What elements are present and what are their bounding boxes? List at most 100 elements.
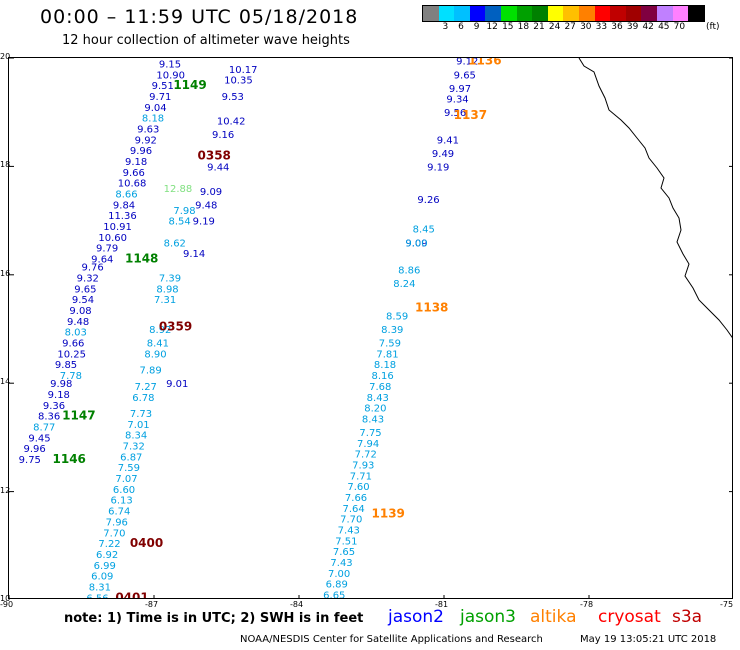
wave-height-value: 9.96 xyxy=(24,444,46,455)
pass-time-label: 0400 xyxy=(130,536,163,550)
colorbar-swatch xyxy=(594,6,611,21)
wave-height-value: 7.01 xyxy=(127,420,149,431)
legend-entry-jason3: jason3 xyxy=(460,607,516,627)
pass-time-label: 1137 xyxy=(454,108,487,122)
pass-time-label: 0359 xyxy=(159,319,192,333)
wave-height-value: 7.68 xyxy=(369,382,391,393)
wave-height-value: 9.75 xyxy=(19,455,41,466)
wave-height-value: 7.31 xyxy=(154,295,176,306)
lon-tick-label: -87 xyxy=(145,600,159,609)
wave-height-value: 9.01 xyxy=(166,379,188,390)
colorbar-label: 42 xyxy=(642,22,654,32)
wave-height-value: 7.32 xyxy=(123,442,145,453)
wave-height-value: 8.54 xyxy=(169,217,191,228)
pass-time-label: 1148 xyxy=(125,252,158,266)
legend-entry-jason2: jason2 xyxy=(388,607,444,627)
wave-height-value: 8.77 xyxy=(33,423,55,434)
wave-height-value: 7.39 xyxy=(159,274,181,285)
footer-note: note: 1) Time is in UTC; 2) SWH is in fe… xyxy=(64,611,364,626)
wave-height-value: 9.00 xyxy=(405,238,427,249)
pass-time-label: 1136 xyxy=(468,58,501,68)
wave-height-value: 6.89 xyxy=(326,580,348,591)
wave-height-value: 9.48 xyxy=(67,317,89,328)
wave-height-value: 8.18 xyxy=(142,114,164,125)
wave-height-value: 7.78 xyxy=(60,371,82,382)
colorbar-swatch xyxy=(547,6,564,21)
colorbar-label: 15 xyxy=(502,22,514,32)
wave-height-value: 7.70 xyxy=(340,515,362,526)
colorbar-label: 36 xyxy=(611,22,623,32)
wave-height-value: 7.00 xyxy=(328,569,350,580)
wave-height-value: 7.94 xyxy=(357,439,379,450)
colorbar-swatch xyxy=(625,6,642,21)
pass-time-label: 1146 xyxy=(53,452,86,466)
colorbar xyxy=(422,5,705,22)
wave-height-value: 8.31 xyxy=(89,582,111,593)
wave-height-value: 7.98 xyxy=(173,206,195,217)
wave-height-value: 8.39 xyxy=(381,325,403,336)
wave-height-value: 8.45 xyxy=(413,225,435,236)
wave-height-value: 8.16 xyxy=(372,371,394,382)
colorbar-swatch xyxy=(610,6,626,21)
colorbar-labels: 3 6 9 12 15 18 21 24 27 30 33 36 39 42 45 70 xyxy=(422,22,722,34)
wave-height-value: 9.12 xyxy=(456,58,478,68)
pass-time-label: 1147 xyxy=(62,409,95,423)
wave-height-value: 9.97 xyxy=(449,84,471,95)
wave-height-value: 8.24 xyxy=(393,279,415,290)
wave-height-value: 7.07 xyxy=(115,474,137,485)
wave-height-value: 10.17 xyxy=(229,65,258,76)
wave-height-value: 6.13 xyxy=(111,496,133,507)
wave-height-value: 10.25 xyxy=(57,349,86,360)
lat-tick-label: 12 xyxy=(0,485,11,495)
colorbar-label: 39 xyxy=(626,22,639,32)
colorbar-label: 18 xyxy=(517,22,530,32)
wave-height-value: 7.59 xyxy=(118,463,140,474)
colorbar-swatch xyxy=(454,6,470,21)
wave-height-value: 9.71 xyxy=(149,92,171,103)
colorbar-label: 45 xyxy=(658,22,670,32)
wave-height-value: 11.36 xyxy=(108,211,137,222)
colorbar-label: 33 xyxy=(595,22,608,32)
wave-height-value: 7.89 xyxy=(140,366,162,377)
wave-height-value: 8.92 xyxy=(149,325,171,336)
lat-tick-label: 20 xyxy=(0,52,11,61)
colorbar-label: 3 xyxy=(442,22,449,32)
wave-height-value: 9.14 xyxy=(183,249,205,260)
colorbar-label: 12 xyxy=(486,22,498,32)
colorbar-label: 9 xyxy=(473,22,480,32)
wave-height-value: 9.18 xyxy=(125,157,147,168)
colorbar-swatch xyxy=(641,6,657,21)
wave-height-value: 8.03 xyxy=(65,328,87,339)
wave-height-value: 9.18 xyxy=(48,390,70,401)
legend-entry-s3a: s3a xyxy=(672,607,703,627)
wave-height-value: 9.53 xyxy=(222,92,244,103)
wave-height-value: 9.92 xyxy=(135,135,157,146)
wave-height-value: 9.44 xyxy=(207,162,229,173)
wave-height-value: 8.34 xyxy=(125,431,147,442)
map-panel[interactable]: 9.75 9.96 9.45 8.36 9.36 9.18 9.98 9.85 10.25 9.6… xyxy=(8,57,733,599)
wave-height-value: 8.18 xyxy=(374,360,396,371)
colorbar-swatch xyxy=(516,6,533,21)
colorbar-label: 21 xyxy=(533,22,545,32)
lon-tick-label: -84 xyxy=(290,600,304,609)
wave-height-value: 7.93 xyxy=(352,461,374,472)
legend-entry-altika: altika xyxy=(530,607,577,627)
colorbar-swatch xyxy=(656,6,673,21)
wave-height-value: 9.96 xyxy=(130,146,152,157)
wave-height-value: 9.63 xyxy=(137,124,159,135)
wave-height-value: 9.09 xyxy=(405,238,427,249)
pass-time-label: 1138 xyxy=(415,300,448,314)
wave-height-value: 7.81 xyxy=(376,349,398,360)
wave-height-value: 9.65 xyxy=(454,70,476,81)
map-canvas[interactable]: 9.759.969.458.369.369.189.989.8510.259.6… xyxy=(9,58,733,599)
wave-height-value: 9.32 xyxy=(77,274,99,285)
wave-height-value: 6.65 xyxy=(323,591,345,599)
wave-height-value: 7.72 xyxy=(355,450,377,461)
lon-tick-label: -75 xyxy=(720,600,734,609)
pass-time-label: 1139 xyxy=(372,506,405,520)
wave-height-value: 6.92 xyxy=(96,550,118,561)
wave-height-value: 9.19 xyxy=(427,162,449,173)
wave-height-value: 7.73 xyxy=(130,409,152,420)
wave-height-value: 10.35 xyxy=(224,76,253,87)
wave-height-value: 9.79 xyxy=(96,244,118,255)
